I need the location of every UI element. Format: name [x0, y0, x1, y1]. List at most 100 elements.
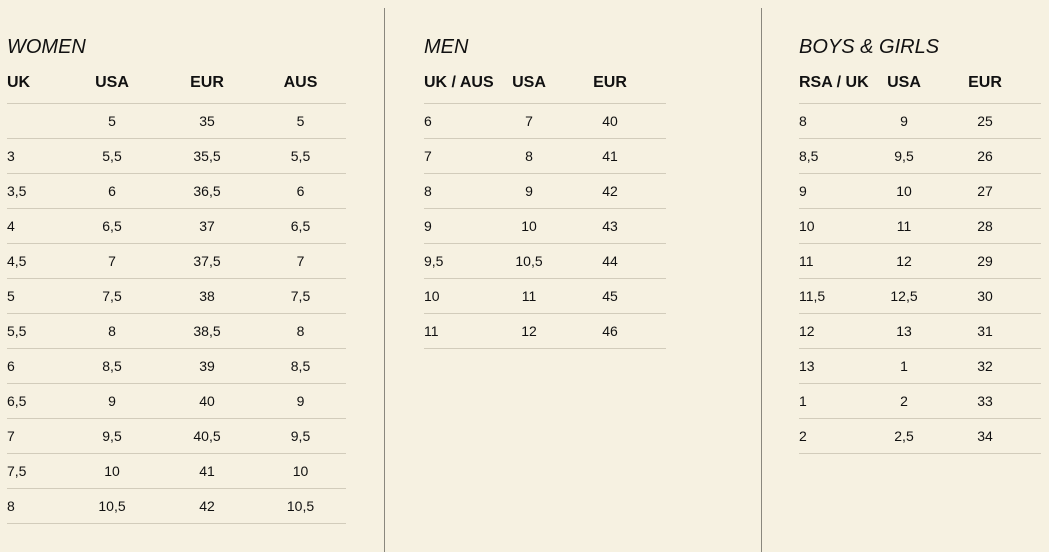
table-row: 5,5 8 38,5 8 — [7, 312, 346, 348]
size-cell — [7, 102, 65, 138]
size-cell: 10 — [879, 172, 929, 208]
size-cell: 36,5 — [159, 172, 255, 208]
table-row: 12 13 31 — [799, 312, 1041, 348]
size-cell: 9 — [424, 207, 504, 243]
size-cell: 6 — [65, 172, 159, 208]
size-cell: 5 — [7, 277, 65, 313]
column-header: AUS — [283, 74, 318, 91]
size-cell: 7,5 — [255, 277, 346, 313]
size-cell: 2 — [799, 417, 879, 454]
size-cell: 40,5 — [159, 417, 255, 453]
column-header: RSA / UK — [799, 74, 869, 91]
size-cell: 9 — [879, 102, 929, 138]
size-cell: 5,5 — [255, 137, 346, 173]
size-cell: 9 — [65, 382, 159, 418]
size-cell: 6,5 — [7, 382, 65, 418]
table-row: 11 12 46 — [424, 312, 666, 349]
size-cell: 9,5 — [255, 417, 346, 453]
size-cell: 7 — [504, 102, 554, 138]
table-row: 4 6,5 37 6,5 — [7, 207, 346, 243]
size-cell: 4 — [7, 207, 65, 243]
table-row: 3 5,5 35,5 5,5 — [7, 137, 346, 173]
size-cell: 1 — [879, 347, 929, 383]
size-cell: 38,5 — [159, 312, 255, 348]
size-cell: 39 — [159, 347, 255, 383]
size-cell: 3,5 — [7, 172, 65, 208]
table-row: 8 9 25 — [799, 102, 1041, 138]
section-title: WOMEN — [7, 36, 86, 58]
header-row: UK / AUS USA EUR — [424, 70, 666, 103]
size-cell: 28 — [929, 207, 1041, 243]
size-cell: 7,5 — [65, 277, 159, 313]
column-divider — [384, 8, 385, 552]
size-cell: 12,5 — [879, 277, 929, 313]
size-cell: 8,5 — [255, 347, 346, 383]
size-cell: 8,5 — [65, 347, 159, 383]
table-row: 2 2,5 34 — [799, 417, 1041, 454]
size-cell: 40 — [159, 382, 255, 418]
size-cell: 11 — [799, 242, 879, 278]
column-header: USA — [512, 74, 546, 91]
size-cell: 37,5 — [159, 242, 255, 278]
size-cell: 1 — [799, 382, 879, 418]
size-cell: 8 — [504, 137, 554, 173]
header-row: RSA / UK USA EUR — [799, 70, 1041, 103]
size-cell: 5,5 — [65, 137, 159, 173]
table-row: 3,5 6 36,5 6 — [7, 172, 346, 208]
size-cell: 5 — [65, 102, 159, 138]
size-cell: 8 — [65, 312, 159, 348]
size-cell: 2,5 — [879, 417, 929, 454]
size-cell: 13 — [799, 347, 879, 383]
table-row: 8,5 9,5 26 — [799, 137, 1041, 173]
size-cell: 7 — [255, 242, 346, 278]
size-cell: 41 — [159, 452, 255, 488]
size-cell: 30 — [929, 277, 1041, 313]
size-cell: 40 — [554, 102, 666, 138]
column-header: UK / AUS — [424, 74, 494, 91]
size-cell: 9 — [504, 172, 554, 208]
size-cell: 25 — [929, 102, 1041, 138]
size-cell: 10 — [799, 207, 879, 243]
size-cell: 6,5 — [65, 207, 159, 243]
size-cell: 33 — [929, 382, 1041, 418]
size-cell: 9,5 — [65, 417, 159, 453]
size-cell: 9,5 — [879, 137, 929, 173]
column-header: EUR — [968, 74, 1002, 91]
table-row: 6 8,5 39 8,5 — [7, 347, 346, 383]
section-title: BOYS & GIRLS — [799, 36, 940, 58]
size-cell: 6 — [255, 172, 346, 208]
table-row: 7,5 10 41 10 — [7, 452, 346, 488]
table-row: 8 10,5 42 10,5 — [7, 487, 346, 524]
size-cell: 5,5 — [7, 312, 65, 348]
kids-size-table: RSA / UK USA EUR 8 9 25 8,5 9,5 26 9 10 27 10 11 28 11 1… — [799, 70, 1041, 454]
table-row: 5 7,5 38 7,5 — [7, 277, 346, 313]
table-row: 7 8 41 — [424, 137, 666, 173]
size-cell: 10,5 — [255, 487, 346, 524]
size-cell: 46 — [554, 312, 666, 349]
size-cell: 6 — [7, 347, 65, 383]
size-cell: 3 — [7, 137, 65, 173]
size-cell: 5 — [255, 102, 346, 138]
size-cell: 7 — [65, 242, 159, 278]
table-row: 1 2 33 — [799, 382, 1041, 418]
size-cell: 10,5 — [504, 242, 554, 278]
size-cell: 42 — [159, 487, 255, 524]
column-header: USA — [95, 74, 129, 91]
size-cell: 41 — [554, 137, 666, 173]
column-divider — [761, 8, 762, 552]
size-cell: 12 — [504, 312, 554, 349]
table-row: 13 1 32 — [799, 347, 1041, 383]
size-cell: 27 — [929, 172, 1041, 208]
table-row: 10 11 45 — [424, 277, 666, 313]
column-header: EUR — [593, 74, 627, 91]
table-row: 11,5 12,5 30 — [799, 277, 1041, 313]
size-cell: 34 — [929, 417, 1041, 454]
size-cell: 38 — [159, 277, 255, 313]
size-cell: 10 — [255, 452, 346, 488]
size-cell: 8 — [799, 102, 879, 138]
size-cell: 11,5 — [799, 277, 879, 313]
size-cell: 10 — [504, 207, 554, 243]
size-cell: 8,5 — [799, 137, 879, 173]
size-cell: 11 — [504, 277, 554, 313]
table-row: 4,5 7 37,5 7 — [7, 242, 346, 278]
